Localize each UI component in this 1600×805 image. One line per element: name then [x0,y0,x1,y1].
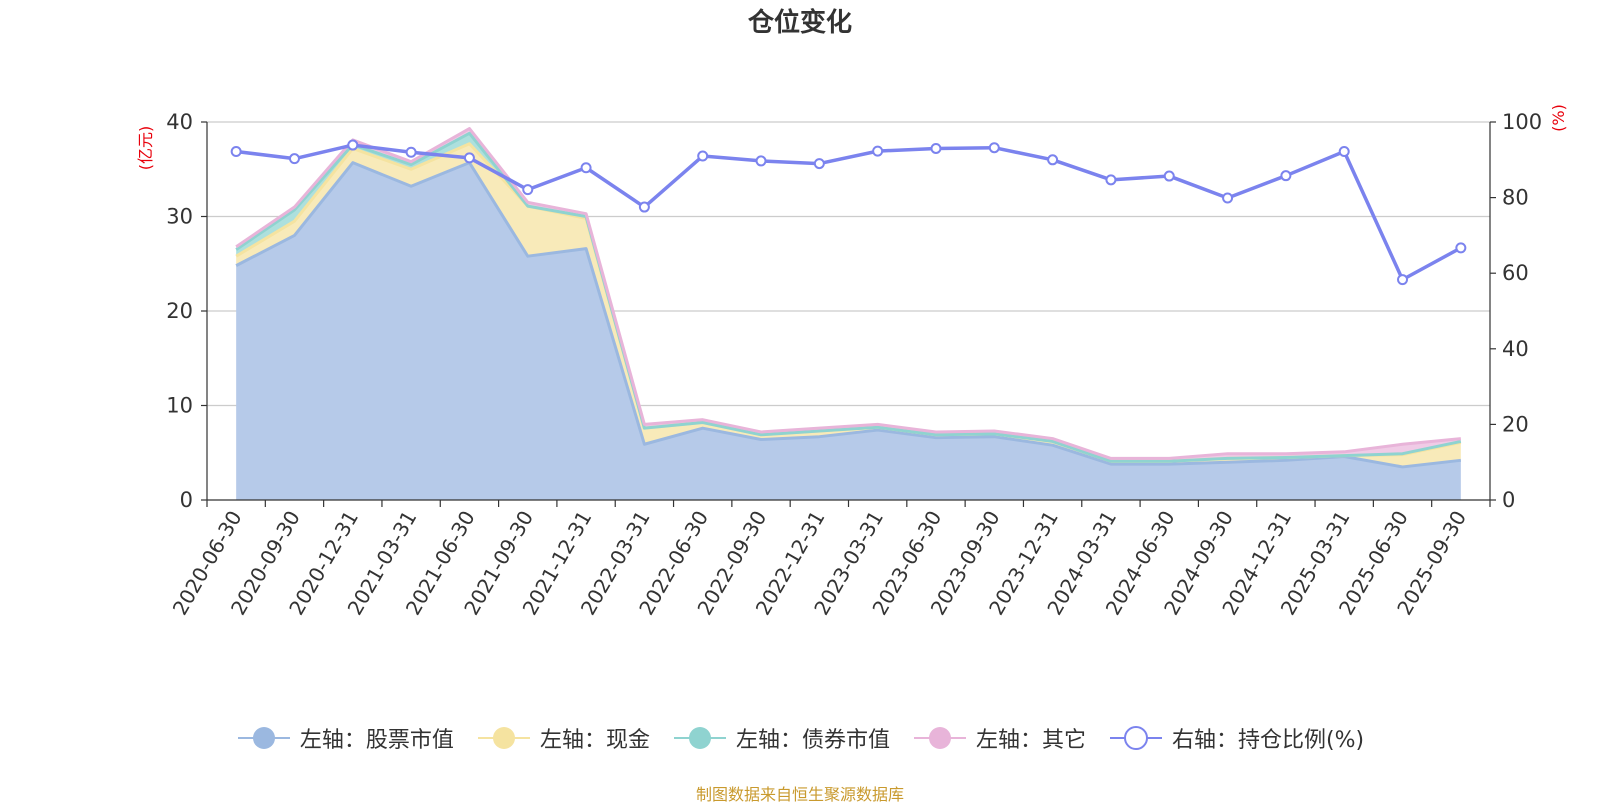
line-point [988,142,1000,154]
left-tick-label: 0 [180,488,193,512]
line-point [463,152,475,164]
line-point [1047,154,1059,166]
line-point [872,145,884,157]
line-point [1455,242,1467,254]
legend-item[interactable]: 左轴：债券市值 [672,722,890,754]
line-point [697,150,709,162]
area-line-series-1 [235,161,1462,469]
legend-item[interactable]: 左轴：股票市值 [236,722,454,754]
left-axis-unit: (亿元) [136,126,155,171]
right-tick-label: 0 [1502,488,1515,512]
line-point [405,146,417,158]
legend-marker-dot [252,727,275,749]
legend-marker-icon [237,727,290,749]
area-series-2 [236,143,1461,467]
line-layer [230,139,1467,286]
area-layer [235,127,1462,500]
line-series-ratio [235,143,1462,282]
line-point [230,145,242,157]
legend-marker-icon [913,727,966,749]
right-tick-label: 100 [1502,110,1542,134]
legend-marker-dot [1123,726,1148,750]
legend-label: 左轴：现金 [539,728,650,753]
left-tick-label: 20 [166,299,193,323]
area-line-series-3 [235,131,1462,463]
legend-item[interactable]: 左轴：其它 [912,722,1086,754]
legend-marker-dot [492,727,515,749]
right-tick-label: 20 [1502,412,1529,436]
line-point [1280,170,1292,182]
legend-marker-icon [1109,726,1162,750]
line-point [1163,170,1175,182]
line-point [755,155,767,167]
right-axis-unit: (%) [1549,104,1568,132]
legend-label: 左轴：股票市值 [299,728,454,753]
line-point [1105,174,1117,186]
line-point [580,162,592,174]
legend-item[interactable]: 右轴：持仓比例(%) [1108,722,1364,754]
legend-marker-dot [928,727,951,749]
legend-item[interactable]: 左轴：现金 [476,722,650,754]
left-tick-label: 30 [166,205,193,229]
legend-label: 右轴：持仓比例(%) [1171,728,1365,753]
line-point [522,184,534,196]
line-point [288,153,300,165]
line-point [1397,274,1409,286]
line-point [638,201,650,213]
line-point [347,139,359,151]
legend-marker-icon [673,727,726,749]
line-point [1222,192,1234,204]
legend-label: 左轴：债券市值 [735,728,890,753]
area-series-1 [236,162,1461,500]
area-line-series-4 [235,127,1461,460]
line-point [930,142,942,154]
chart-title: 仓位变化 [747,8,852,38]
legend: 左轴：股票市值 左轴：现金 左轴：债券市值 左轴：其它 右轴：持仓比例(%) [0,722,1600,754]
left-tick-label: 10 [166,394,193,418]
legend-marker-icon [477,727,530,749]
line-point [1338,145,1350,157]
line-point [813,158,825,170]
left-tick-label: 40 [166,110,193,134]
right-tick-label: 60 [1502,261,1529,285]
legend-label: 左轴：其它 [975,728,1086,753]
right-tick-label: 40 [1502,337,1529,361]
source-note: 制图数据来自恒生聚源数据库 [695,785,904,804]
right-tick-label: 80 [1502,186,1529,210]
legend-marker-dot [688,727,711,749]
